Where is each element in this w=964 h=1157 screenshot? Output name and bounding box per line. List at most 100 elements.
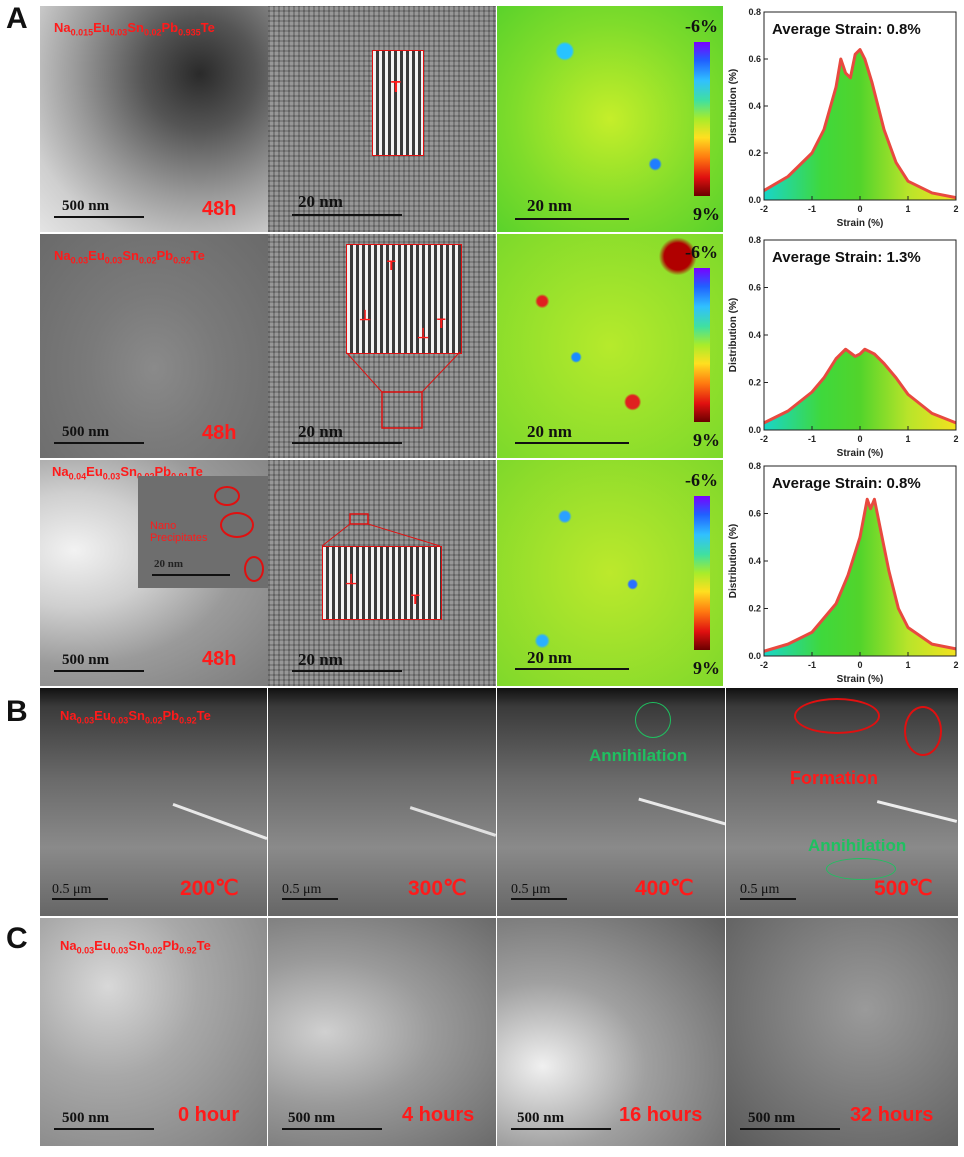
x-tick-label: -1 <box>808 204 816 214</box>
time-label-4h: 4 hours <box>402 1104 475 1126</box>
formation-marker-1 <box>794 698 880 734</box>
strain-map-row2: -6% 9% 20 nm <box>497 234 723 458</box>
scale-text-row3-strain: 20 nm <box>527 648 572 667</box>
colorbar-top-row2: -6% <box>685 242 718 262</box>
x-tick-label: 0 <box>857 434 862 444</box>
bright-line <box>876 800 958 823</box>
x-tick-label: 0 <box>857 660 862 670</box>
y-tick-label: 0.8 <box>748 235 761 245</box>
dislocation-mark: T <box>387 257 396 273</box>
bright-line <box>172 802 267 841</box>
scale-text-300c: 0.5 μm <box>282 882 322 897</box>
formation-label: Formation <box>790 768 878 788</box>
colorbar-bottom-row1: 9% <box>693 204 720 224</box>
annihilation-marker-500c <box>826 858 896 880</box>
dislocation-mark: T <box>391 79 401 96</box>
y-tick-label: 0.8 <box>748 7 761 17</box>
strain-map-row1: -6% 9% 20 nm <box>497 6 723 232</box>
composition-label-row2: Na0.03Eu0.03Sn0.02Pb0.92Te <box>54 248 205 266</box>
y-tick-label: 0.6 <box>748 54 761 64</box>
hrtem-image-row1: T 20 nm <box>268 6 496 232</box>
panel-c-image-0h: Na0.03Eu0.03Sn0.02Pb0.92Te 500 nm 0 hour <box>40 918 267 1146</box>
colorbar-top-row3: -6% <box>685 470 718 490</box>
y-axis-label: Distribution (%) <box>728 298 739 372</box>
scale-bar-row1-strain <box>515 218 629 220</box>
scale-bar-row1-hrtem <box>292 214 402 216</box>
scale-text-4h: 500 nm <box>288 1110 336 1126</box>
time-label-0h: 0 hour <box>178 1104 240 1126</box>
distribution-curve <box>763 48 957 200</box>
scale-bar-400c <box>511 898 567 900</box>
scale-text-200c: 0.5 μm <box>52 882 92 897</box>
average-strain-title: Average Strain: 0.8% <box>772 475 921 492</box>
distribution-area <box>764 49 956 200</box>
y-tick-label: 0.8 <box>748 461 761 471</box>
scale-text-row1-tem: 500 nm <box>62 198 110 214</box>
y-tick-label: 0.4 <box>748 556 761 566</box>
y-tick-label: 0.2 <box>748 604 761 614</box>
scale-bar-32h <box>740 1128 840 1130</box>
panel-c-image-4h: 500 nm 4 hours <box>268 918 496 1146</box>
x-tick-label: -2 <box>760 434 768 444</box>
scale-text-row2-tem: 500 nm <box>62 424 110 440</box>
scale-text-32h: 500 nm <box>748 1110 796 1126</box>
precipitate-marker <box>244 556 264 582</box>
dislocation-mark: T <box>437 315 446 331</box>
panel-letter-b: B <box>6 695 28 728</box>
annihilation-label-500c: Annihilation <box>808 836 907 855</box>
scale-bar-500c <box>740 898 796 900</box>
scale-text-16h: 500 nm <box>517 1110 565 1126</box>
time-label-row3: 48h <box>202 648 237 670</box>
x-tick-label: -1 <box>808 660 816 670</box>
tem-image-row3: Na0.04Eu0.03Sn0.02Pb0.91Te Nano Precipit… <box>40 460 268 686</box>
y-tick-label: 0.0 <box>748 425 761 435</box>
dislocation-mark: ⊥ <box>417 325 430 341</box>
composition-label-row1: Na0.015Eu0.03Sn0.02Pb0.935Te <box>54 20 215 38</box>
x-tick-label: 1 <box>905 434 910 444</box>
x-axis-label: Strain (%) <box>837 218 884 229</box>
x-tick-label: 1 <box>905 660 910 670</box>
precipitate-marker <box>220 512 254 538</box>
panel-b-image-200c: Na0.03Eu0.03Sn0.02Pb0.92Te 0.5 μm 200℃ <box>40 688 267 916</box>
panel-c-image-16h: 500 nm 16 hours <box>497 918 725 1146</box>
tem-image-row1: Na0.015Eu0.03Sn0.02Pb0.935Te 500 nm 48h <box>40 6 268 232</box>
fringe-inset-row1: T <box>372 50 424 156</box>
scale-bar-300c <box>282 898 338 900</box>
strain-chart-2: -2 -1 0 1 2 0.0 0.2 0.4 0.6 0.8 Strain (%) Distribu… <box>728 235 959 459</box>
x-tick-label: 2 <box>953 660 958 670</box>
x-tick-label: -2 <box>760 660 768 670</box>
scale-text-row1-hrtem: 20 nm <box>298 192 343 211</box>
y-tick-label: 0.6 <box>748 283 761 293</box>
scale-text-row3-hrtem: 20 nm <box>298 650 343 669</box>
inset-scale-text: 20 nm <box>154 558 184 570</box>
time-label-row1: 48h <box>202 198 237 220</box>
average-strain-title: Average Strain: 0.8% <box>772 21 921 38</box>
y-tick-label: 0.0 <box>748 651 761 661</box>
scale-text-row3-tem: 500 nm <box>62 652 110 668</box>
panel-b-image-300c: 0.5 μm 300℃ <box>268 688 496 916</box>
composition-label-c: Na0.03Eu0.03Sn0.02Pb0.92Te <box>60 938 211 956</box>
annihilation-label-400c: Annihilation <box>589 746 688 765</box>
scale-bar-row3-tem <box>54 670 144 672</box>
zoom-lines-row2 <box>345 351 461 429</box>
composition-label-b: Na0.03Eu0.03Sn0.02Pb0.92Te <box>60 708 211 726</box>
average-strain-title: Average Strain: 1.3% <box>772 249 921 266</box>
scale-bar-row2-tem <box>54 442 144 444</box>
scale-text-row2-strain: 20 nm <box>527 422 572 441</box>
precipitate-marker <box>214 486 240 506</box>
fringe-inset-row2: T ⊥ ⊥ T <box>346 244 462 354</box>
x-tick-label: 2 <box>953 204 958 214</box>
colorbar-bottom-row2: 9% <box>693 430 720 450</box>
tem-image-row2: Na0.03Eu0.03Sn0.02Pb0.92Te 500 nm 48h <box>40 234 268 458</box>
annihilation-marker-400c <box>635 702 671 738</box>
colorbar-row3 <box>694 496 710 650</box>
hrtem-image-row3: ⊥ T 20 nm <box>268 460 496 686</box>
temp-label-300c: 300℃ <box>408 877 467 900</box>
scale-bar-row3-strain <box>515 668 629 670</box>
time-label-16h: 16 hours <box>619 1104 703 1126</box>
scale-text-row1-strain: 20 nm <box>527 196 572 215</box>
scale-bar-row2-hrtem <box>292 442 402 444</box>
time-label-row2: 48h <box>202 422 237 444</box>
nano-precipitates-inset: Nano Precipitates 20 nm <box>138 476 268 588</box>
x-tick-label: -1 <box>808 434 816 444</box>
